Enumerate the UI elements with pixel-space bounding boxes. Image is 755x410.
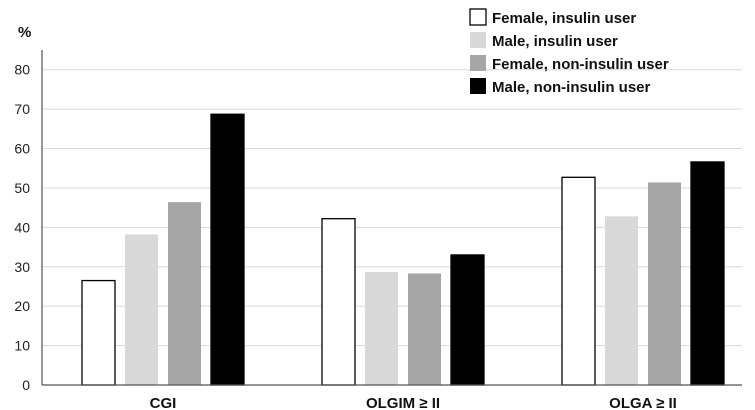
y-tick-label: 80 [14,62,30,78]
y-tick-label: 70 [14,101,30,117]
y-tick-label: 10 [14,338,30,354]
y-tick-label: 0 [22,377,30,393]
bar-1-3 [561,176,596,386]
bar-2-1 [125,234,158,385]
x-axis-categories: CGI OLGIM ≥ II OLGA ≥ II [150,395,677,410]
bar-3-3 [648,182,681,385]
bar-2-2 [365,271,398,385]
legend-swatch [470,78,486,94]
y-axis-ticks: 0 10 20 30 40 50 60 70 80 [14,62,30,393]
legend-label: Male, non-insulin user [492,79,651,96]
y-tick-label: 60 [14,141,30,157]
y-tick-label: 30 [14,259,30,275]
bar-4-1 [210,113,245,386]
legend: Female, insulin user Male, insulin user Fe… [469,8,669,96]
category-label: OLGA ≥ II [609,395,677,410]
category-label: OLGIM ≥ II [366,395,440,410]
bar-2-3 [605,216,638,385]
legend-label: Male, insulin user [492,33,618,50]
legend-label: Female, insulin user [492,10,636,27]
legend-label: Female, non-insulin user [492,56,669,73]
y-tick-label: 40 [14,219,30,235]
y-axis-label: % [18,24,31,41]
grid-lines [42,69,742,347]
bar-3-1 [168,202,201,385]
bar-4-2 [450,254,485,386]
bars [81,113,725,386]
legend-swatch [470,55,486,71]
bar-4-3 [690,161,725,386]
legend-swatch [470,32,486,48]
y-tick-label: 20 [14,298,30,314]
legend-swatch [469,8,487,26]
bar-3-2 [408,273,441,385]
bar-1-1 [81,279,116,386]
category-label: CGI [150,395,177,410]
bar-1-2 [321,218,356,386]
y-tick-label: 50 [14,180,30,196]
